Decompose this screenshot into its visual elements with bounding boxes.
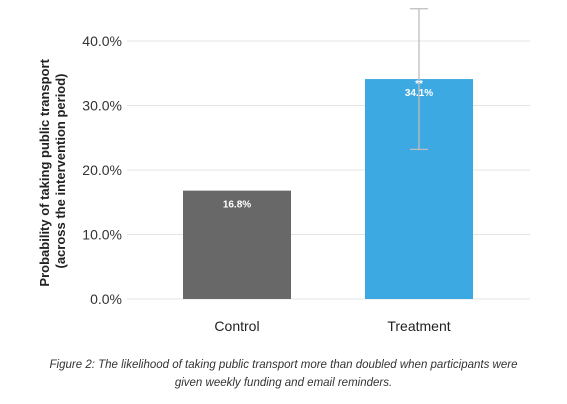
caption-line-2: given weekly funding and email reminders…: [174, 377, 393, 389]
y-tick-label: 20.0%: [82, 162, 122, 178]
y-axis-label-line-1: Probability of taking public transport: [37, 58, 52, 286]
y-tick-label: 30.0%: [82, 98, 122, 114]
x-category-label: Control: [214, 318, 259, 334]
y-tick-label: 40.0%: [82, 33, 122, 49]
y-axis-ticks: 0.0% 10.0% 20.0% 30.0% 40.0%: [82, 33, 122, 307]
data-label: 34.1%: [405, 88, 433, 99]
bar-chart: 0.0% 10.0% 20.0% 30.0% 40.0% ** 16.8% 34.1% C…: [37, 8, 530, 334]
y-axis-label-line-2: (across the intervention period): [53, 73, 68, 268]
x-category-label: Treatment: [387, 318, 450, 334]
data-label: 16.8%: [223, 200, 251, 211]
bar-control: [183, 190, 291, 299]
x-axis-categories: Control Treatment: [214, 318, 450, 334]
bars: [183, 79, 473, 300]
y-axis-label: Probability of taking public transport (…: [37, 55, 68, 286]
caption-line-1: Figure 2: The likelihood of taking publi…: [49, 359, 518, 371]
significance-marker: **: [415, 79, 423, 90]
y-tick-label: 0.0%: [90, 291, 122, 307]
figure-caption: Figure 2: The likelihood of taking publi…: [0, 356, 567, 392]
data-labels: 16.8% 34.1%: [223, 88, 433, 211]
y-tick-label: 10.0%: [82, 227, 122, 243]
error-bars: **: [410, 8, 428, 151]
